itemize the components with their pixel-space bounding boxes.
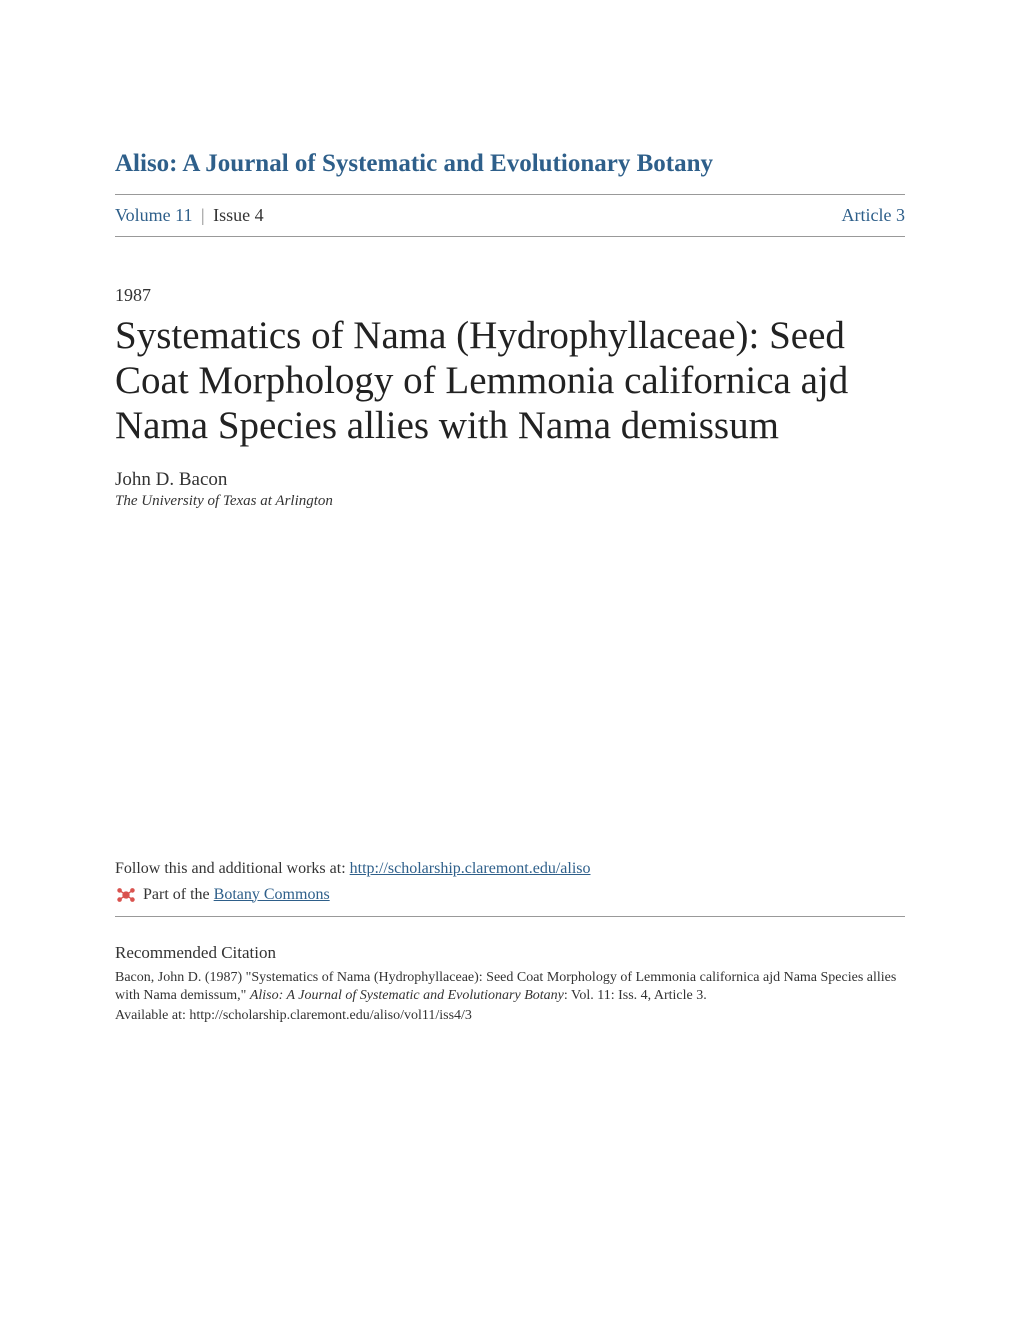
volume-issue-divider: | [201,205,209,225]
citation-text-part2: : Vol. 11: Iss. 4, Article 3. [564,988,707,1003]
citation-body: Bacon, John D. (1987) "Systematics of Na… [115,969,905,1007]
article-link[interactable]: Article 3 [842,205,905,226]
citation-heading: Recommended Citation [115,943,905,963]
issue-link[interactable]: Issue 4 [213,205,264,225]
volume-issue-group: Volume 11 | Issue 4 [115,205,264,226]
part-of-prefix: Part of the [143,886,210,904]
article-title: Systematics of Nama (Hydrophyllaceae): S… [115,314,905,449]
journal-title[interactable]: Aliso: A Journal of Systematic and Evolu… [115,150,905,178]
volume-link[interactable]: Volume 11 [115,205,193,225]
citation-available-prefix: Available at: [115,1008,189,1023]
follow-works-line: Follow this and additional works at: htt… [115,860,905,878]
author-affiliation: The University of Texas at Arlington [115,493,905,510]
follow-section: Follow this and additional works at: htt… [115,860,905,906]
citation-available-line: Available at: http://scholarship.claremo… [115,1008,905,1024]
follow-url-link[interactable]: http://scholarship.claremont.edu/aliso [350,860,591,877]
publication-year: 1987 [115,285,905,306]
citation-journal-name: Aliso: A Journal of Systematic and Evolu… [250,988,564,1003]
follow-prefix: Follow this and additional works at: [115,860,350,877]
citation-section: Recommended Citation Bacon, John D. (198… [115,929,905,1025]
divider-line-citation [115,916,905,917]
author-name: John D. Bacon [115,469,905,491]
part-of-row: Part of the Botany Commons [115,884,905,906]
volume-issue-row: Volume 11 | Issue 4 Article 3 [115,195,905,236]
commons-link[interactable]: Botany Commons [214,886,330,904]
citation-available-url: http://scholarship.claremont.edu/aliso/v… [189,1008,472,1023]
network-icon [115,884,137,906]
divider-line-bottom [115,236,905,237]
